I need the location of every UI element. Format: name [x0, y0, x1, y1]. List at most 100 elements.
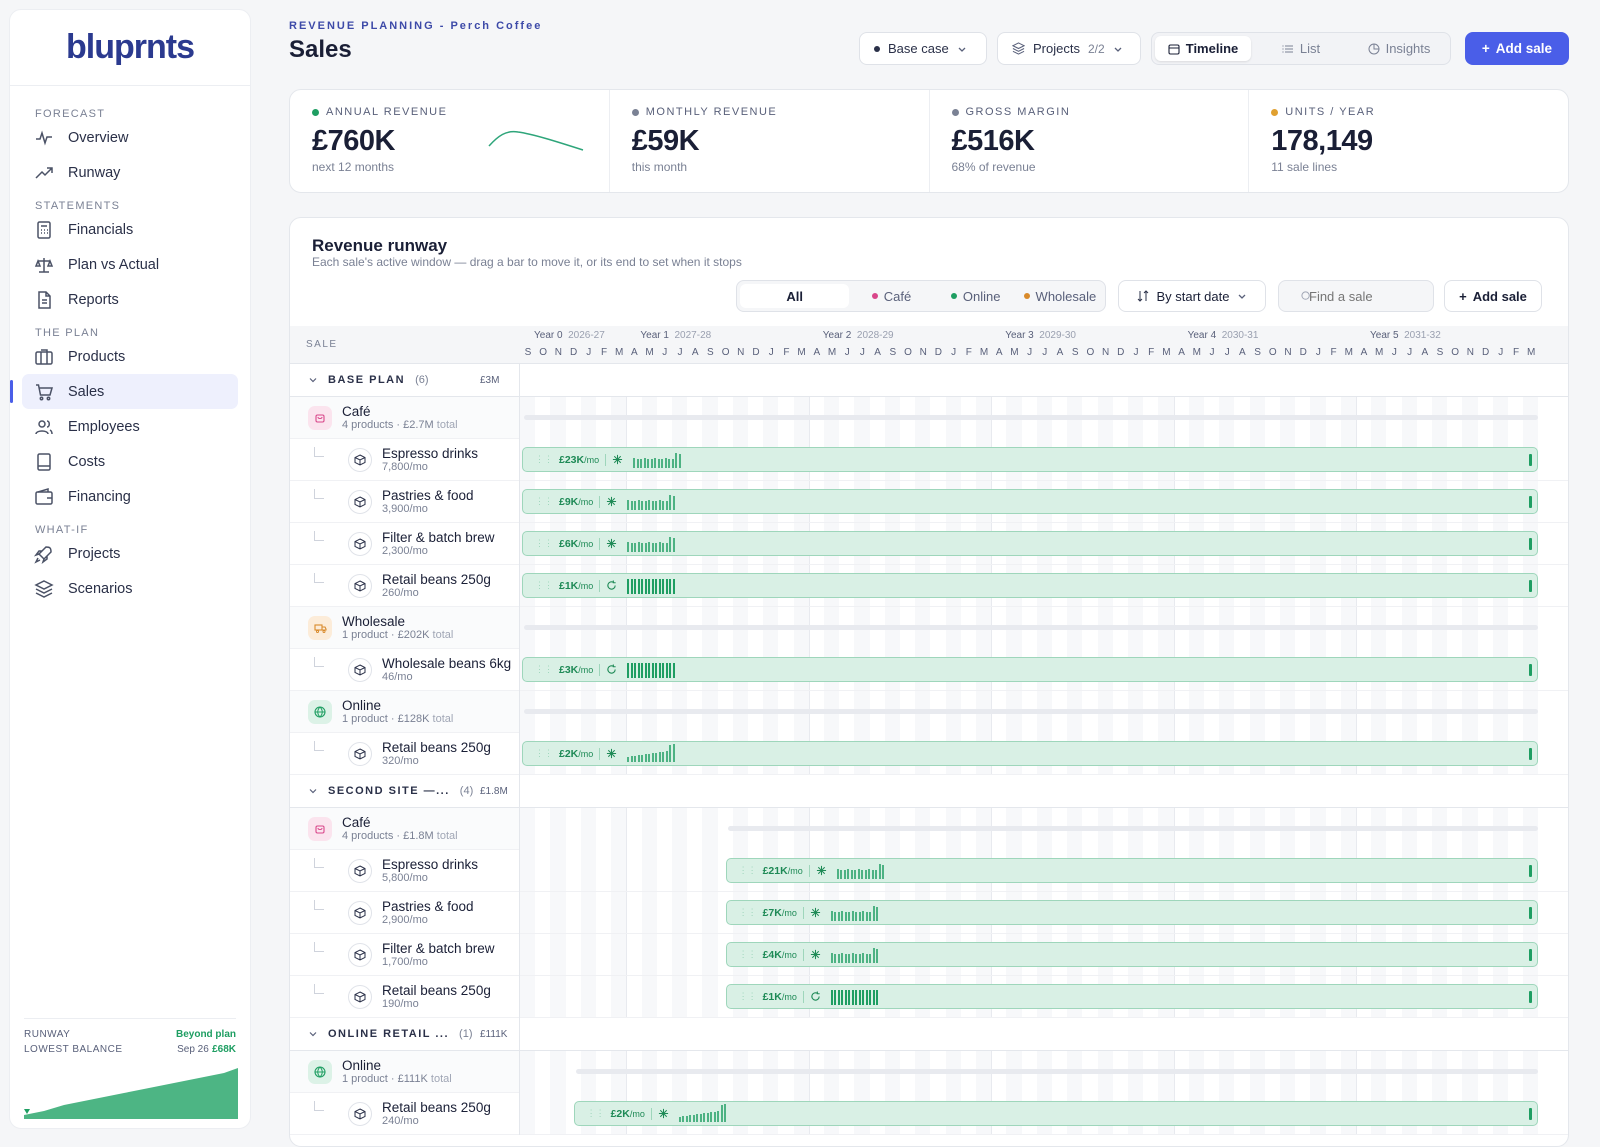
sidebar-item-costs[interactable]: Costs	[22, 444, 238, 479]
view-timeline-tab[interactable]: Timeline	[1155, 36, 1251, 61]
sale-row[interactable]: Espresso drinks 5,800/mo	[290, 850, 519, 892]
drag-handle-icon[interactable]: ⋮⋮	[535, 538, 553, 548]
sidebar-item-sales[interactable]: Sales	[10, 374, 238, 409]
runway-widget[interactable]: RUNWAY Beyond plan LOWEST BALANCE Sep 26 £…	[24, 1018, 238, 1124]
channel-row[interactable]: Online 1 product · £111K total	[290, 1051, 519, 1093]
sale-bar[interactable]: ⋮⋮ £4K/mo	[725, 942, 1538, 967]
sale-row[interactable]: Filter & batch brew 1,700/mo	[290, 934, 519, 976]
card-add-sale-button[interactable]: + Add sale	[1444, 280, 1542, 312]
spark-bar	[630, 578, 633, 594]
bar-end-handle[interactable]	[1528, 907, 1532, 919]
view-switcher: Timeline List Insights	[1151, 32, 1451, 65]
sidebar-item-financials[interactable]: Financials	[22, 212, 238, 247]
month-tick-label: S	[1071, 347, 1079, 358]
sidebar-item-overview[interactable]: Overview	[22, 120, 238, 155]
drag-handle-icon[interactable]: ⋮⋮	[738, 907, 757, 917]
sidebar-item-products[interactable]: Products	[22, 339, 238, 374]
bar-end-handle[interactable]	[1529, 580, 1532, 592]
filter-all[interactable]: All	[740, 284, 850, 308]
plan-group-header[interactable]: SECOND SITE —... (4) £1.8M	[290, 775, 519, 808]
bar-end-handle[interactable]	[1528, 1108, 1532, 1120]
add-sale-button[interactable]: + Add sale	[1465, 32, 1569, 65]
drag-handle-icon[interactable]: ⋮⋮	[535, 496, 553, 506]
view-insights-label: Insights	[1385, 41, 1431, 56]
sale-bar[interactable]: ⋮⋮ £1K/mo	[522, 573, 1538, 598]
revenue-runway-card: Revenue runway Each sale's active window…	[289, 217, 1569, 1147]
drag-handle-icon[interactable]: ⋮⋮	[586, 1108, 605, 1118]
app-logo[interactable]: bluprnts	[10, 10, 250, 86]
filter-online[interactable]: Online	[934, 284, 1018, 308]
channel-row[interactable]: Wholesale 1 product · £202K total	[290, 607, 519, 649]
spark-bar	[675, 452, 678, 468]
sidebar-item-employees[interactable]: Employees	[22, 409, 238, 444]
sale-bar[interactable]: ⋮⋮ £2K/mo	[522, 741, 1538, 766]
annual-revenue-sparkline	[488, 130, 584, 151]
filter-cafe[interactable]: Café	[849, 284, 933, 308]
bar-end-handle[interactable]	[1529, 664, 1532, 676]
group-total: £111K	[480, 1028, 508, 1040]
drag-handle-icon[interactable]: ⋮⋮	[738, 865, 757, 875]
kpi-dot-icon	[951, 108, 959, 116]
sale-bar[interactable]: ⋮⋮ £21K/mo	[725, 858, 1538, 883]
runway-grid: SALE Year 0 2026-27 Year 1 2027-28 Year 2 …	[290, 326, 1568, 1135]
bar-end-handle[interactable]	[1529, 538, 1532, 550]
sale-row[interactable]: Retail beans 250g 240/mo	[290, 1093, 519, 1135]
spark-bar	[672, 578, 675, 594]
sidebar-item-runway[interactable]: Runway	[22, 155, 238, 190]
sidebar-item-label: Products	[68, 348, 126, 365]
sale-bar[interactable]: ⋮⋮ £9K/mo	[522, 489, 1538, 514]
calendar-icon	[1168, 43, 1180, 55]
sidebar-item-reports[interactable]: Reports	[22, 282, 238, 317]
sort-dropdown[interactable]: By start date	[1118, 280, 1266, 312]
view-insights-tab[interactable]: Insights	[1351, 36, 1447, 61]
plan-group-header[interactable]: BASE PLAN (6) £3M	[290, 364, 519, 397]
filter-wholesale[interactable]: Wholesale	[1018, 284, 1102, 308]
bar-end-handle[interactable]	[1528, 991, 1532, 1003]
sale-bar[interactable]: ⋮⋮ £2K/mo	[573, 1101, 1538, 1126]
bar-end-handle[interactable]	[1529, 748, 1532, 760]
filter-label: All	[786, 288, 804, 304]
spark-bar	[872, 947, 875, 963]
sale-row[interactable]: Pastries & food 2,900/mo	[290, 892, 519, 934]
bar-end-handle[interactable]	[1529, 496, 1532, 508]
bar-end-handle[interactable]	[1529, 454, 1532, 466]
cube-icon	[348, 1101, 372, 1126]
view-list-tab[interactable]: List	[1253, 36, 1349, 61]
sale-bar[interactable]: ⋮⋮ £7K/mo	[725, 900, 1538, 925]
channel-row[interactable]: Café 4 products · £2.7M total	[290, 397, 519, 439]
drag-handle-icon[interactable]: ⋮⋮	[738, 949, 757, 959]
sale-row[interactable]: Retail beans 250g 320/mo	[290, 733, 519, 775]
sale-row[interactable]: Filter & batch brew 2,300/mo	[290, 523, 519, 565]
plus-icon: +	[1459, 288, 1467, 304]
bar-end-handle[interactable]	[1528, 865, 1532, 877]
sale-row[interactable]: Wholesale beans 6kg 46/mo	[290, 649, 519, 691]
drag-handle-icon[interactable]: ⋮⋮	[738, 991, 757, 1001]
find-sale-input[interactable]	[1309, 288, 1429, 304]
drag-handle-icon[interactable]: ⋮⋮	[535, 454, 553, 464]
channel-row[interactable]: Online 1 product · £128K total	[290, 691, 519, 733]
sale-row[interactable]: Espresso drinks 7,800/mo	[290, 439, 519, 481]
sidebar-item-plan-vs-actual[interactable]: Plan vs Actual	[22, 247, 238, 282]
sale-row[interactable]: Retail beans 250g 190/mo	[290, 976, 519, 1018]
spark-bar	[658, 541, 661, 552]
plan-group-header[interactable]: ONLINE RETAIL ... (1) £111K	[290, 1018, 519, 1051]
drag-handle-icon[interactable]: ⋮⋮	[535, 580, 553, 590]
bar-end-handle[interactable]	[1528, 949, 1532, 961]
sale-bar[interactable]: ⋮⋮ £1K/mo	[725, 984, 1538, 1009]
sale-row[interactable]: Pastries & food 3,900/mo	[290, 481, 519, 523]
sidebar-item-scenarios[interactable]: Scenarios	[22, 571, 238, 606]
sidebar-item-financing[interactable]: Financing	[22, 479, 238, 514]
month-tick-label: J	[1027, 347, 1033, 358]
sale-bar[interactable]: ⋮⋮ £23K/mo	[522, 447, 1538, 472]
drag-handle-icon[interactable]: ⋮⋮	[535, 748, 553, 758]
nav-section-label: FORECAST	[35, 108, 106, 120]
drag-handle-icon[interactable]: ⋮⋮	[535, 664, 553, 674]
sale-bar[interactable]: ⋮⋮ £6K/mo	[522, 531, 1538, 556]
sidebar-item-projects[interactable]: Projects	[22, 536, 238, 571]
sale-bar[interactable]: ⋮⋮ £3K/mo	[522, 657, 1538, 682]
sale-row[interactable]: Retail beans 250g 260/mo	[290, 565, 519, 607]
channel-row[interactable]: Café 4 products · £1.8M total	[290, 808, 519, 850]
spark-bar	[696, 1114, 699, 1122]
scenario-dropdown[interactable]: Base case	[859, 32, 987, 65]
projects-dropdown[interactable]: Projects 2/2	[997, 32, 1141, 65]
